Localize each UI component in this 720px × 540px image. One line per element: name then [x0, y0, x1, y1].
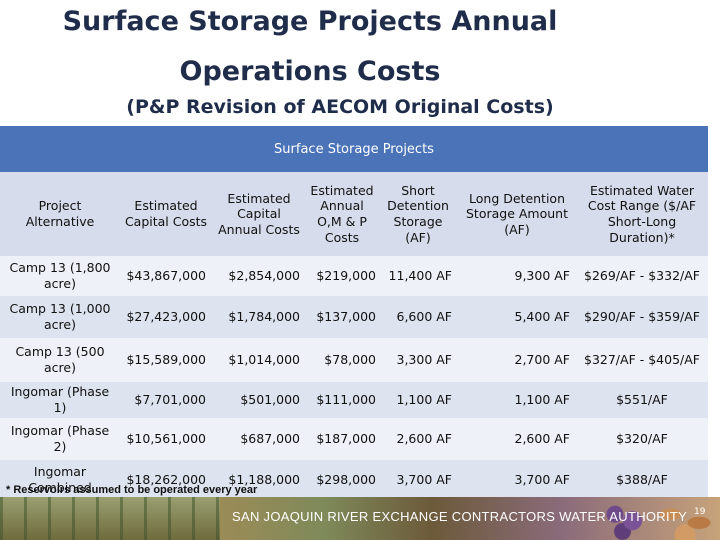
table-cell: $501,000	[240, 392, 300, 408]
table-cell: $687,000	[240, 431, 300, 447]
table-cell: $298,000	[316, 472, 376, 488]
table-cell: 2,600 AF	[396, 431, 453, 447]
table-cell: Camp 13 (500 acre)	[15, 344, 105, 375]
almonds-image	[650, 497, 720, 540]
table-cell: 9,300 AF	[514, 268, 571, 284]
table-cell: $1,188,000	[228, 472, 300, 488]
table-cell: 2,600 AF	[514, 431, 571, 447]
table-cell: $187,000	[316, 431, 376, 447]
table-cell: $1,014,000	[228, 352, 300, 368]
footnote: * Reservoirs assumed to be operated ever…	[6, 484, 258, 496]
table-cell: $18,262,000	[126, 472, 206, 488]
table-row: Camp 13 (1,000 acre) $27,423,000 $1,784,00…	[0, 296, 708, 338]
table-cell: $1,784,000	[228, 309, 300, 325]
table-cell: 2,700 AF	[514, 352, 571, 368]
table-cell: Camp 13 (1,800 acre)	[9, 260, 111, 291]
table-cell: $290/AF - $359/AF	[584, 309, 700, 325]
table-cell: 5,400 AF	[514, 309, 571, 325]
table-group-header: Surface Storage Projects	[0, 126, 708, 172]
table-cell: 1,100 AF	[396, 392, 453, 408]
page-title: Surface Storage Projects Annual	[62, 6, 558, 37]
table-cell: Ingomar (Phase 1)	[10, 384, 110, 415]
cost-table: Surface Storage Projects Project Alterna…	[0, 126, 708, 500]
column-header: Estimated Annual O,M & P Costs	[310, 182, 374, 245]
table-cell: Ingomar Combined	[28, 464, 92, 495]
table-cell: $388/AF	[616, 472, 668, 488]
grapes-image	[600, 497, 650, 540]
table-row: Ingomar Combined $18,262,000 $1,188,000 $29…	[0, 460, 708, 500]
table-cell: 1,100 AF	[514, 392, 571, 408]
table-cell: $7,701,000	[134, 392, 206, 408]
page-number: 19	[694, 507, 706, 517]
column-header: Estimated Capital Annual Costs	[218, 190, 300, 237]
column-header: Estimated Capital Costs	[124, 198, 208, 229]
orchard-image	[0, 497, 220, 540]
table-row: Camp 13 (1,800 acre) $43,867,000 $2,854,00…	[0, 256, 708, 296]
table-cell: Camp 13 (1,000 acre)	[9, 301, 111, 332]
table-cell: 3,300 AF	[396, 352, 453, 368]
table-cell: 3,700 AF	[396, 472, 453, 488]
page-title-line2: Operations Costs	[179, 56, 441, 87]
column-header: Long Detention Storage Amount (AF)	[465, 190, 568, 237]
table-cell: $27,423,000	[126, 309, 206, 325]
table-cell: $219,000	[316, 268, 376, 284]
table-cell: 3,700 AF	[514, 472, 571, 488]
table-cell: $10,561,000	[126, 431, 206, 447]
table-cell: $137,000	[316, 309, 376, 325]
table-cell: $327/AF - $405/AF	[584, 352, 700, 368]
table-cell: $111,000	[316, 392, 376, 408]
table-cell: 11,400 AF	[388, 268, 452, 284]
table-cell: 6,600 AF	[396, 309, 453, 325]
column-header: Project Alternative	[25, 198, 95, 229]
table-column-headers: Project Alternative Estimated Capital Co…	[0, 172, 708, 256]
page-subtitle: (P&P Revision of AECOM Original Costs)	[126, 96, 554, 118]
column-header: Short Detention Storage (AF)	[387, 182, 449, 245]
table-cell: $2,854,000	[228, 268, 300, 284]
table-cell: $551/AF	[616, 392, 668, 408]
table-cell: $320/AF	[616, 431, 668, 447]
table-row: Ingomar (Phase 2) $10,561,000 $687,000 $187…	[0, 418, 708, 460]
table-row: Camp 13 (500 acre) $15,589,000 $1,014,000 $…	[0, 338, 708, 382]
table-cell: $43,867,000	[126, 268, 206, 284]
table-cell: $78,000	[324, 352, 376, 368]
table-row: Ingomar (Phase 1) $7,701,000 $501,000 $111,…	[0, 382, 708, 418]
table-cell: $269/AF - $332/AF	[584, 268, 700, 284]
footer-banner	[0, 497, 720, 540]
table-cell: Ingomar (Phase 2)	[10, 423, 110, 454]
organization-name: SAN JOAQUIN RIVER EXCHANGE CONTRACTORS W…	[232, 509, 688, 524]
table-cell: $15,589,000	[126, 352, 206, 368]
column-header: Estimated Water Cost Range ($/AF Short-L…	[587, 182, 697, 245]
